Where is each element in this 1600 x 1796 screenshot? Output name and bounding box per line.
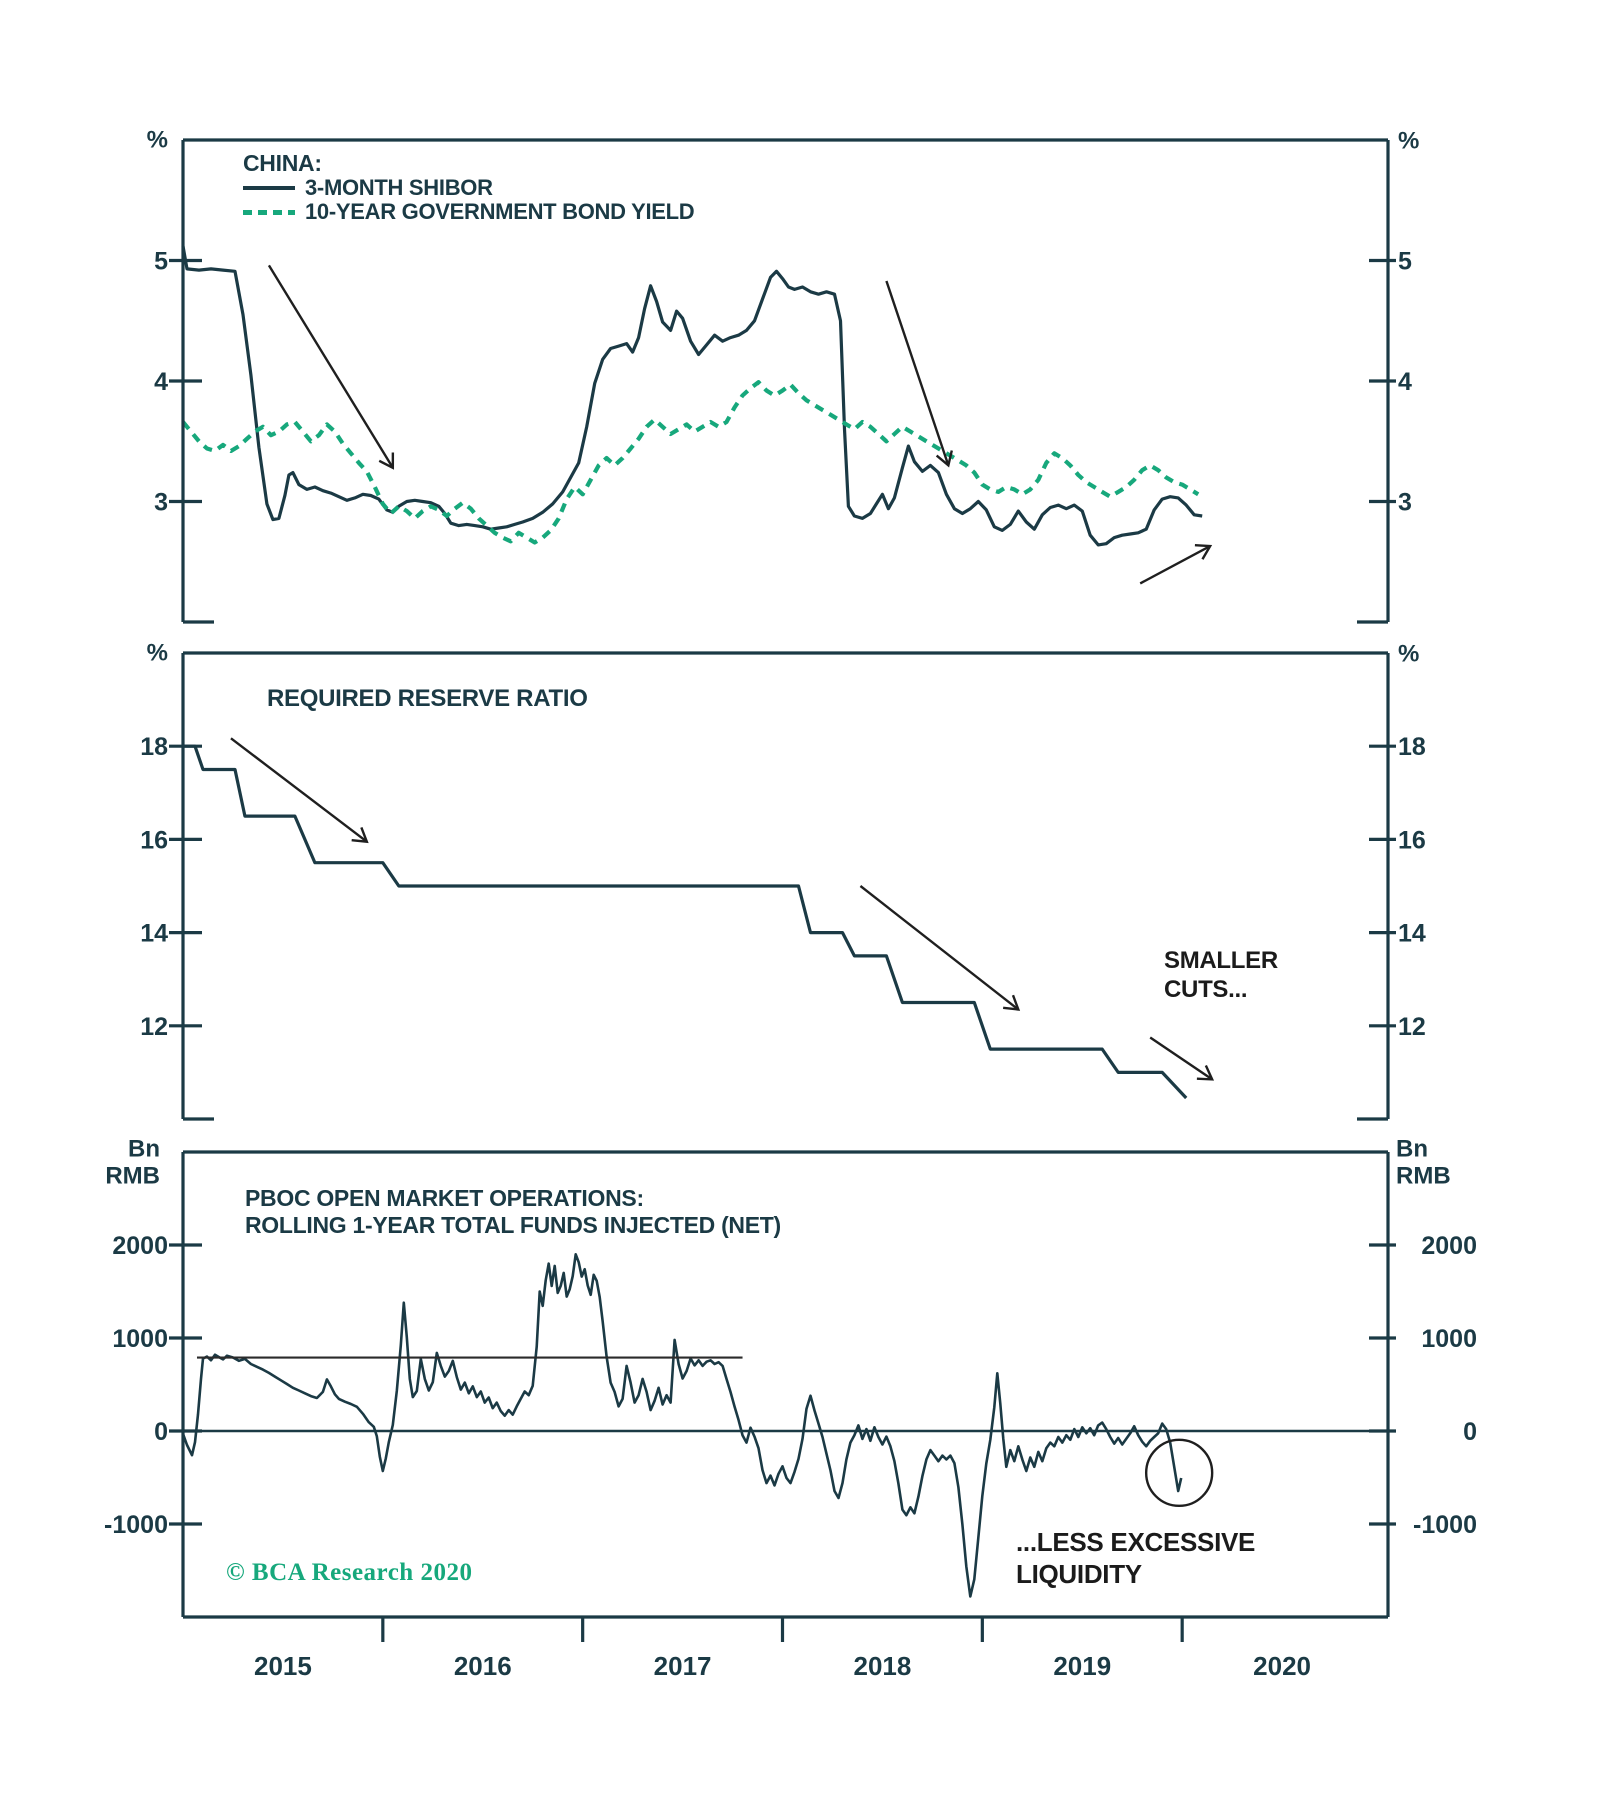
y-tick-label-left: 0: [154, 1418, 168, 1446]
unit-label-left: Bn: [128, 1136, 160, 1163]
shibor-line: [181, 245, 1203, 547]
rrr-line: [183, 744, 1188, 1100]
y-tick-label-right: 14: [1398, 920, 1426, 948]
copyright-notice: © BCA Research 2020: [226, 1559, 473, 1586]
y-tick-label-left: 14: [140, 920, 168, 948]
smaller-cuts-annotation: SMALLER CUTS...: [1164, 946, 1278, 1004]
y-tick-label-right: 2000: [1421, 1232, 1477, 1260]
unit-label-left: %: [147, 127, 168, 154]
y-tick-label-right: 4: [1398, 368, 1412, 396]
y-tick-label-left: 4: [154, 368, 168, 396]
x-axis-year-label: 2018: [853, 1651, 911, 1681]
y-tick-label-left: 12: [140, 1013, 168, 1041]
trend-arrow: [267, 264, 395, 470]
unit-label-right: RMB: [1396, 1163, 1451, 1190]
x-axis-year-label: 2015: [254, 1651, 312, 1681]
y-tick-label-right: 1000: [1421, 1325, 1477, 1353]
x-axis-year-label: 2017: [654, 1651, 712, 1681]
y-tick-label-right: 18: [1398, 733, 1426, 761]
trend-arrow: [1139, 543, 1213, 585]
panel-0: [181, 245, 1203, 547]
bottom-panel-title-line2: ROLLING 1-YEAR TOTAL FUNDS INJECTED (NET…: [245, 1212, 781, 1238]
unit-label-right: %: [1398, 128, 1419, 155]
highlight-circle: [1144, 1438, 1214, 1508]
bond-yield-line: [181, 380, 1200, 545]
x-axis-year-label: 2019: [1053, 1651, 1111, 1681]
dashed-line-swatch-icon: [243, 209, 295, 215]
trend-arrow: [859, 885, 1021, 1011]
unit-label-right: %: [1398, 641, 1419, 668]
y-tick-label-left: 2000: [112, 1232, 168, 1260]
unit-label-right: Bn: [1396, 1136, 1428, 1163]
trend-arrow: [230, 737, 369, 844]
y-tick-label-right: 16: [1398, 826, 1426, 854]
smaller-cuts-line2: CUTS...: [1164, 976, 1248, 1003]
unit-label-left: %: [147, 640, 168, 667]
y-tick-label-left: 5: [154, 248, 168, 276]
y-tick-label-left: 16: [140, 826, 168, 854]
y-tick-label-right: 0: [1463, 1418, 1477, 1446]
less-excessive-line1: ...LESS EXCESSIVE: [1016, 1527, 1256, 1557]
legend-row-bond-yield: 10-YEAR GOVERNMENT BOND YIELD: [243, 199, 695, 224]
y-tick-label-left: -1000: [104, 1511, 168, 1539]
x-axis-year-label: 2020: [1253, 1651, 1311, 1681]
unit-label-left: RMB: [105, 1163, 160, 1190]
panel-2: [181, 1253, 1183, 1598]
top-panel-legend: CHINA: 3-MONTH SHIBOR 10-YEAR GOVERNMENT…: [243, 150, 695, 224]
less-excessive-liquidity-annotation: ...LESS EXCESSIVE LIQUIDITY: [1016, 1526, 1255, 1590]
trend-arrow: [1149, 1036, 1215, 1081]
y-tick-label-right: 12: [1398, 1013, 1426, 1041]
solid-line-swatch-icon: [243, 186, 295, 190]
bottom-panel-title-line1: PBOC OPEN MARKET OPERATIONS:: [245, 1185, 644, 1211]
legend-label-bond-yield: 10-YEAR GOVERNMENT BOND YIELD: [305, 199, 695, 224]
bottom-panel-title: PBOC OPEN MARKET OPERATIONS: ROLLING 1-Y…: [245, 1185, 781, 1239]
legend-row-shibor: 3-MONTH SHIBOR: [243, 175, 694, 200]
trend-arrow: [885, 280, 953, 468]
y-tick-label-left: 18: [140, 733, 168, 761]
less-excessive-line2: LIQUIDITY: [1016, 1559, 1142, 1589]
middle-panel-title: REQUIRED RESERVE RATIO: [267, 685, 588, 712]
legend-label-shibor: 3-MONTH SHIBOR: [305, 175, 493, 200]
y-tick-label-left: 1000: [112, 1325, 168, 1353]
x-axis-year-label: 2016: [454, 1651, 512, 1681]
y-tick-label-right: 3: [1398, 489, 1412, 517]
y-tick-label-left: 3: [154, 489, 168, 517]
smaller-cuts-line1: SMALLER: [1164, 947, 1278, 974]
y-tick-label-right: -1000: [1413, 1511, 1477, 1539]
panel-1: [183, 744, 1188, 1100]
omo-net-injection-line: [181, 1253, 1183, 1598]
y-tick-label-right: 5: [1398, 248, 1412, 276]
legend-title: CHINA:: [243, 150, 322, 176]
